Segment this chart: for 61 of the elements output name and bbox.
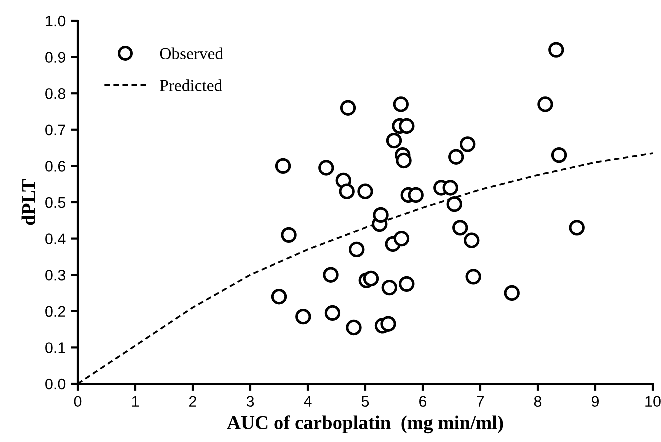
x-tick-label: 3 (246, 396, 254, 408)
point (394, 230, 410, 247)
y-tick-label: 0.1 (46, 342, 66, 354)
point (349, 242, 365, 258)
point (452, 220, 468, 236)
point (363, 270, 380, 287)
point (323, 267, 339, 283)
point (548, 42, 564, 58)
y-tick-label: 0.0 (46, 378, 66, 390)
y-tick-label: 0.3 (46, 270, 66, 281)
point (296, 309, 312, 325)
x-tick-label: 9 (592, 396, 600, 408)
point (464, 232, 480, 248)
point (396, 152, 412, 169)
point (442, 180, 458, 196)
point (408, 187, 424, 204)
x-tick-label: 0 (74, 396, 82, 408)
point (324, 305, 341, 322)
point (340, 100, 356, 116)
point (380, 316, 396, 332)
y-tick-label: 1.0 (46, 16, 66, 27)
x-tick-label: 10 (646, 396, 661, 408)
point (399, 118, 415, 134)
point (448, 149, 464, 165)
y-tick-label: 0.7 (46, 124, 66, 136)
x-tick-label: 2 (190, 396, 196, 407)
x-tick-label: 4 (304, 396, 312, 407)
point (271, 289, 288, 305)
point (281, 227, 297, 244)
x-tick-label: 7 (477, 396, 484, 407)
point (382, 280, 398, 296)
legend-label: Predicted (160, 80, 222, 92)
y-tick-label: 0.5 (46, 197, 66, 208)
point (538, 96, 554, 112)
x-tick-label: 1 (132, 396, 140, 407)
point (386, 132, 402, 149)
point (460, 136, 476, 152)
y-tick-label: 0.6 (46, 161, 66, 172)
point (318, 160, 334, 176)
y-axis-title: dPLT (22, 179, 36, 226)
y-tick-label: 0.8 (46, 88, 66, 100)
point (346, 320, 362, 336)
point (446, 196, 462, 212)
x-tick-label: 5 (362, 396, 370, 408)
x-tick-label: 8 (534, 396, 542, 408)
point (569, 220, 585, 236)
point (466, 269, 482, 285)
point (393, 96, 409, 112)
point (373, 207, 389, 224)
point (358, 184, 374, 200)
point (399, 276, 415, 292)
y-tick-label: 0.9 (46, 52, 66, 63)
x-tick-label: 6 (420, 396, 427, 408)
point (504, 285, 520, 302)
y-tick-label: 0.4 (46, 234, 66, 244)
point (339, 184, 355, 200)
x-axis-title: AUC of carboplatin (mg min/ml) (227, 416, 504, 434)
point (275, 158, 292, 174)
point (551, 147, 568, 164)
legend-label: Observed (160, 48, 224, 60)
y-tick-label: 0.2 (46, 306, 66, 318)
